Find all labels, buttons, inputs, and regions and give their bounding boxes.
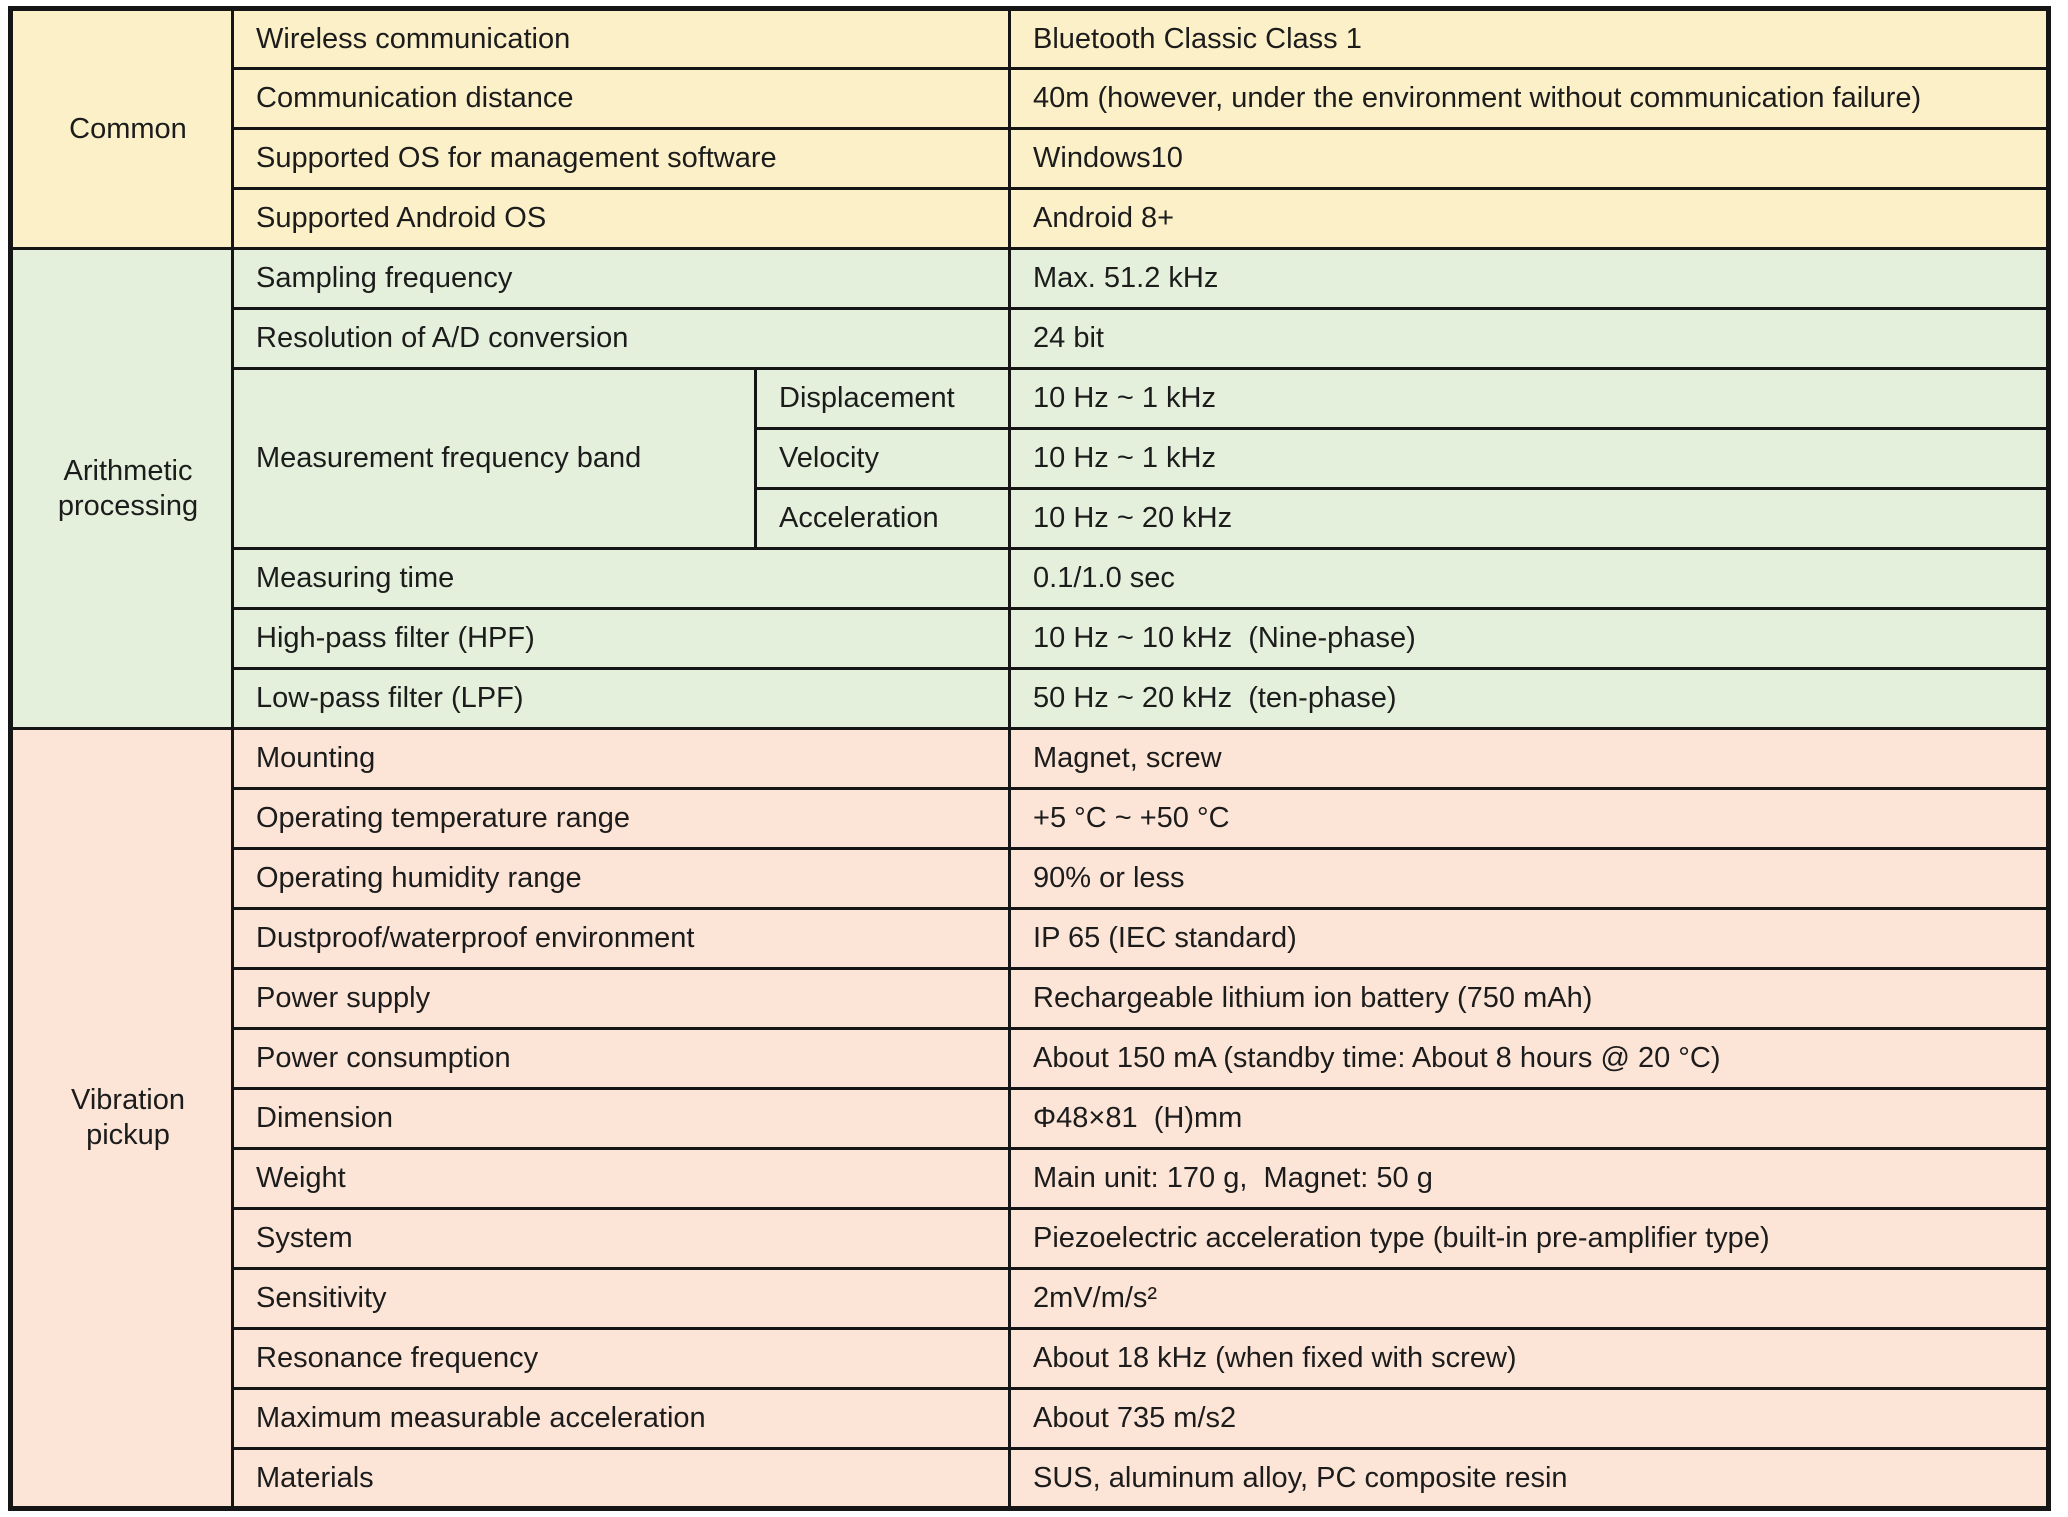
spec-label-cell: Power consumption xyxy=(230,1027,1012,1090)
spec-label-cell: Operating humidity range xyxy=(230,847,1012,910)
spec-group-label-cell: Measurement frequency band xyxy=(231,367,757,550)
spec-value-cell: 10 Hz ~ 10 kHz (Nine-phase) xyxy=(1008,607,2051,670)
spec-table: Common Wireless communication Bluetooth … xyxy=(8,6,2052,1511)
table-row: Sensitivity 2mV/m/s² xyxy=(11,1267,2051,1330)
spec-value-cell: Android 8+ xyxy=(1008,187,2051,250)
table-row: Dustproof/waterproof environment IP 65 (… xyxy=(11,907,2051,970)
table-row: Vibration pickup Mounting Magnet, screw xyxy=(9,727,2051,1510)
table-row: Operating temperature range +5 °C ~ +50 … xyxy=(11,787,2051,850)
spec-label-cell: Resolution of A/D conversion xyxy=(230,307,1012,370)
table-row: Maximum measurable acceleration About 73… xyxy=(11,1387,2051,1450)
section-category-arithmetic-processing: Arithmetic processing xyxy=(9,247,234,730)
spec-label-cell: Sampling frequency xyxy=(230,247,1012,310)
spec-label-cell: Low-pass filter (LPF) xyxy=(230,667,1012,730)
spec-value-cell: Rechargeable lithium ion battery (750 mA… xyxy=(1008,967,2051,1030)
spec-label-cell: Resonance frequency xyxy=(230,1327,1012,1390)
spec-value-cell: +5 °C ~ +50 °C xyxy=(1008,787,2051,850)
table-row: Low-pass filter (LPF) 50 Hz ~ 20 kHz (te… xyxy=(11,667,2051,730)
table-row: Common Wireless communication Bluetooth … xyxy=(9,7,2051,250)
spec-label-cell: Operating temperature range xyxy=(230,787,1012,850)
spec-label-cell: Weight xyxy=(230,1147,1012,1210)
spec-sub-label-cell: Velocity xyxy=(753,427,1012,490)
table-row: Power consumption About 150 mA (standby … xyxy=(11,1027,2051,1090)
spec-value-cell: About 150 mA (standby time: About 8 hour… xyxy=(1008,1027,2051,1090)
table-row: Materials SUS, aluminum alloy, PC compos… xyxy=(11,1447,2051,1510)
spec-sheet: Common Wireless communication Bluetooth … xyxy=(8,6,2052,1511)
spec-value-cell: Φ48×81 (H)mm xyxy=(1008,1087,2051,1150)
table-row: Resolution of A/D conversion 24 bit xyxy=(11,307,2051,370)
table-row: Weight Main unit: 170 g, Magnet: 50 g xyxy=(11,1147,2051,1210)
spec-label-cell: Dustproof/waterproof environment xyxy=(230,907,1012,970)
spec-value-cell: 24 bit xyxy=(1008,307,2051,370)
spec-value-cell: 10 Hz ~ 20 kHz xyxy=(1008,487,2051,550)
table-row: Measurement frequency band Displacement … xyxy=(11,367,2051,550)
spec-value-cell: 90% or less xyxy=(1008,847,2051,910)
section-category-common: Common xyxy=(9,7,234,250)
spec-label-cell: Sensitivity xyxy=(230,1267,1012,1330)
spec-value-cell: 0.1/1.0 sec xyxy=(1008,547,2051,610)
spec-value-cell: 2mV/m/s² xyxy=(1008,1267,2051,1330)
spec-label-cell: Power supply xyxy=(230,967,1012,1030)
spec-value-cell: 40m (however, under the environment with… xyxy=(1008,67,2051,130)
spec-label-cell: Maximum measurable acceleration xyxy=(230,1387,1012,1450)
spec-value-cell: Max. 51.2 kHz xyxy=(1008,247,2051,310)
table-row: Measuring time 0.1/1.0 sec xyxy=(11,547,2051,610)
spec-value-cell: Piezoelectric acceleration type (built-i… xyxy=(1008,1207,2051,1270)
spec-value-cell: About 18 kHz (when fixed with screw) xyxy=(1008,1327,2051,1390)
spec-label-cell: Supported OS for management software xyxy=(230,127,1012,190)
table-row: High-pass filter (HPF) 10 Hz ~ 10 kHz (N… xyxy=(11,607,2051,670)
spec-label-cell: Wireless communication xyxy=(230,7,1012,70)
spec-label-cell: Communication distance xyxy=(230,67,1012,130)
table-row: Power supply Rechargeable lithium ion ba… xyxy=(11,967,2051,1030)
spec-label-cell: System xyxy=(230,1207,1012,1270)
table-row: Supported OS for management software Win… xyxy=(11,127,2051,190)
spec-label-cell: Materials xyxy=(230,1447,1012,1510)
spec-sub-label-cell: Acceleration xyxy=(753,487,1012,550)
spec-value-cell: About 735 m/s2 xyxy=(1008,1387,2051,1450)
spec-label-cell: Mounting xyxy=(230,727,1012,790)
table-row: Acceleration 10 Hz ~ 20 kHz xyxy=(11,487,2051,550)
table-row: Supported Android OS Android 8+ xyxy=(11,187,2051,250)
table-row: Velocity 10 Hz ~ 1 kHz xyxy=(11,427,2051,490)
spec-label-cell: Measuring time xyxy=(230,547,1012,610)
spec-value-cell: 10 Hz ~ 1 kHz xyxy=(1008,427,2051,490)
spec-value-cell: Bluetooth Classic Class 1 xyxy=(1008,7,2051,70)
spec-value-cell: IP 65 (IEC standard) xyxy=(1008,907,2051,970)
spec-sub-label-cell: Displacement xyxy=(753,367,1012,430)
table-row: Dimension Φ48×81 (H)mm xyxy=(11,1087,2051,1150)
table-row: System Piezoelectric acceleration type (… xyxy=(11,1207,2051,1270)
table-row: Communication distance 40m (however, und… xyxy=(11,67,2051,130)
spec-value-cell: Windows10 xyxy=(1008,127,2051,190)
spec-label-cell: High-pass filter (HPF) xyxy=(230,607,1012,670)
spec-value-cell: 50 Hz ~ 20 kHz (ten-phase) xyxy=(1008,667,2051,730)
spec-value-cell: Magnet, screw xyxy=(1008,727,2051,790)
spec-label-cell: Dimension xyxy=(230,1087,1012,1150)
spec-value-cell: Main unit: 170 g, Magnet: 50 g xyxy=(1008,1147,2051,1210)
spec-value-cell: 10 Hz ~ 1 kHz xyxy=(1008,367,2051,430)
spec-value-cell: SUS, aluminum alloy, PC composite resin xyxy=(1008,1447,2051,1510)
spec-label-cell: Supported Android OS xyxy=(230,187,1012,250)
table-row: Resonance frequency About 18 kHz (when f… xyxy=(11,1327,2051,1390)
section-category-vibration-pickup: Vibration pickup xyxy=(9,727,234,1510)
table-row: Arithmetic processing Sampling frequency… xyxy=(9,247,2051,730)
table-row: Operating humidity range 90% or less xyxy=(11,847,2051,910)
